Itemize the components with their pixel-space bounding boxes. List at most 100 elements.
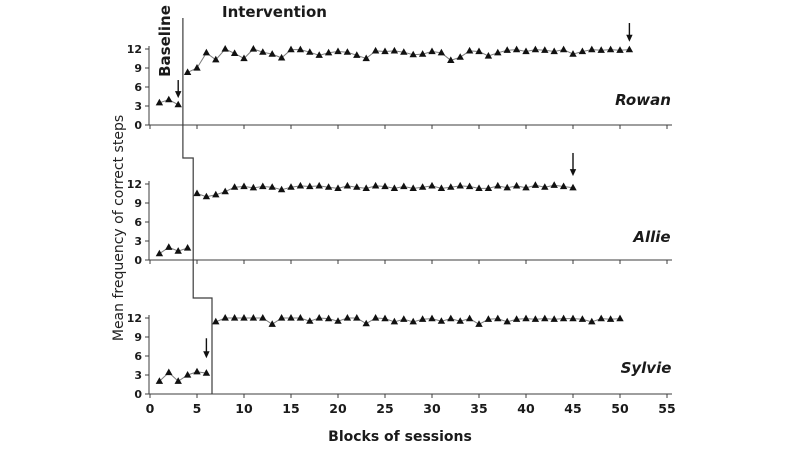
data-point-marker (277, 53, 286, 61)
data-point-marker (240, 54, 248, 62)
data-point-marker (212, 55, 220, 63)
data-point-marker (541, 314, 549, 322)
data-point-marker (447, 314, 455, 322)
data-point-marker (381, 182, 389, 190)
series-markers-baseline (155, 95, 182, 108)
data-point-marker (296, 314, 305, 321)
data-point-marker (343, 314, 352, 321)
data-point-marker (475, 47, 483, 55)
data-point-marker (277, 185, 286, 193)
data-point-marker (447, 183, 455, 190)
data-point-marker (193, 367, 201, 375)
data-point-marker (437, 184, 446, 191)
data-point-marker (418, 50, 427, 57)
data-point-marker (221, 45, 229, 52)
data-point-marker (193, 189, 201, 197)
data-point-marker (155, 249, 164, 257)
series-line-intervention (187, 48, 630, 73)
data-point-marker (315, 314, 323, 321)
x-tick-label: 0 (146, 401, 155, 416)
data-point-marker (428, 47, 436, 55)
data-point-marker (522, 183, 530, 191)
data-point-marker (174, 377, 182, 384)
data-point-marker (268, 320, 276, 327)
data-point-marker (578, 47, 587, 55)
data-point-marker (437, 48, 446, 56)
y-tick-label: 0 (134, 388, 142, 401)
data-point-marker (334, 317, 342, 324)
data-point-marker (418, 183, 427, 190)
data-point-marker (343, 181, 352, 189)
series-markers-baseline (155, 367, 211, 384)
data-point-marker (569, 314, 577, 322)
data-point-marker (353, 314, 361, 321)
y-tick-label: 0 (134, 254, 142, 267)
data-point-marker (343, 48, 352, 55)
y-tick-label: 9 (134, 197, 142, 210)
series-markers-baseline (155, 243, 192, 257)
data-point-marker (324, 48, 333, 56)
data-point-marker (221, 187, 229, 195)
data-point-marker (202, 48, 211, 56)
panel-rowan: 0 3 6 9 12 (127, 23, 672, 132)
data-point-marker (296, 181, 305, 189)
data-point-marker (174, 100, 182, 108)
data-point-marker (409, 317, 417, 325)
y-tick-label: 6 (134, 81, 142, 94)
data-point-marker (183, 68, 192, 75)
data-point-marker (324, 183, 333, 190)
data-point-marker (324, 314, 333, 322)
data-point-marker (381, 47, 389, 55)
data-point-marker (249, 45, 258, 52)
data-point-marker (315, 51, 323, 58)
x-tick-label: 10 (235, 401, 253, 416)
data-point-marker (221, 314, 229, 321)
data-point-marker (230, 314, 239, 321)
data-point-marker (503, 317, 511, 325)
data-point-marker (512, 181, 521, 189)
data-point-marker (353, 183, 361, 190)
data-point-marker (306, 317, 314, 324)
x-axis-title: Blocks of sessions (328, 429, 472, 445)
x-tick-label: 55 (658, 401, 675, 416)
y-tick-label: 12 (127, 312, 142, 325)
panel-label-allie: Allie (633, 228, 671, 246)
panel-label-rowan: Rowan (615, 91, 671, 109)
data-point-marker (212, 190, 220, 198)
data-point-marker (371, 314, 380, 321)
data-point-marker (569, 50, 577, 57)
data-point-marker (259, 48, 267, 55)
data-point-marker (597, 314, 605, 322)
data-point-marker (165, 243, 173, 250)
x-tick-label: 5 (193, 401, 202, 416)
data-point-marker (541, 46, 549, 53)
probe-arrow (203, 338, 210, 359)
data-point-marker (202, 369, 211, 376)
data-point-marker (531, 181, 540, 188)
data-point-marker (484, 52, 493, 59)
data-point-marker (277, 314, 286, 321)
x-tick-label: 25 (376, 401, 393, 416)
data-point-marker (437, 317, 446, 324)
data-point-marker (494, 181, 502, 189)
data-point-marker (230, 49, 239, 56)
y-tick-label: 12 (127, 43, 142, 56)
data-point-marker (475, 320, 483, 327)
data-point-marker (578, 315, 587, 322)
data-point-marker (334, 184, 342, 191)
data-point-marker (390, 317, 399, 325)
data-point-marker (559, 182, 568, 190)
series-line-intervention (215, 317, 621, 325)
data-point-marker (155, 377, 164, 384)
y-tick-label: 9 (134, 62, 142, 75)
data-point-marker (362, 319, 370, 327)
series-line-baseline (159, 246, 188, 255)
data-point-marker (259, 182, 267, 190)
x-tick-label: 15 (282, 401, 299, 416)
data-point-marker (296, 45, 305, 53)
data-point-marker (400, 182, 408, 190)
data-point-marker (259, 314, 267, 321)
y-tick-label: 9 (134, 331, 142, 344)
arrow-head-icon (626, 34, 633, 42)
